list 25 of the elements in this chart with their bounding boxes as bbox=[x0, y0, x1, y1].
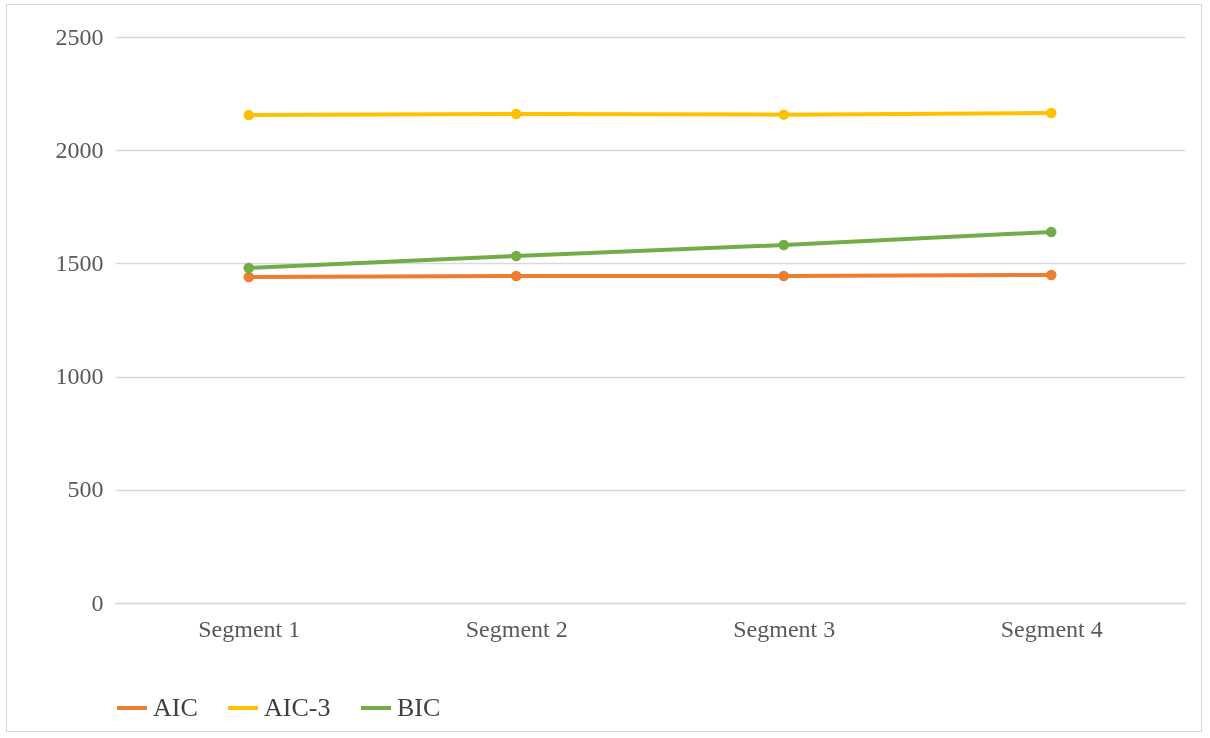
point bbox=[243, 271, 254, 283]
point bbox=[511, 108, 522, 120]
point bbox=[1046, 107, 1057, 119]
point bbox=[778, 109, 789, 120]
point bbox=[243, 262, 254, 274]
point bbox=[1046, 226, 1057, 238]
x-tick-label: Segment 1 bbox=[198, 615, 301, 642]
legend-label: AIC-3 bbox=[264, 693, 331, 722]
point bbox=[243, 109, 254, 121]
point bbox=[778, 239, 789, 251]
point bbox=[511, 270, 522, 282]
y-tick-label: 2500 bbox=[55, 23, 104, 50]
y-tick-label: 1500 bbox=[55, 249, 104, 276]
point bbox=[778, 270, 789, 282]
legend-label: AIC bbox=[153, 693, 198, 722]
x-tick-label: Segment 2 bbox=[465, 615, 568, 642]
point bbox=[1046, 269, 1057, 281]
point bbox=[511, 250, 522, 262]
y-tick-label: 1000 bbox=[55, 363, 104, 390]
x-tick-label: Segment 4 bbox=[1000, 615, 1103, 642]
y-tick-label: 0 bbox=[91, 589, 104, 616]
legend-label: BIC bbox=[397, 693, 441, 722]
y-tick-label: 2000 bbox=[55, 136, 104, 163]
x-tick-label: Segment 3 bbox=[733, 615, 836, 642]
y-tick-label: 500 bbox=[67, 476, 104, 503]
